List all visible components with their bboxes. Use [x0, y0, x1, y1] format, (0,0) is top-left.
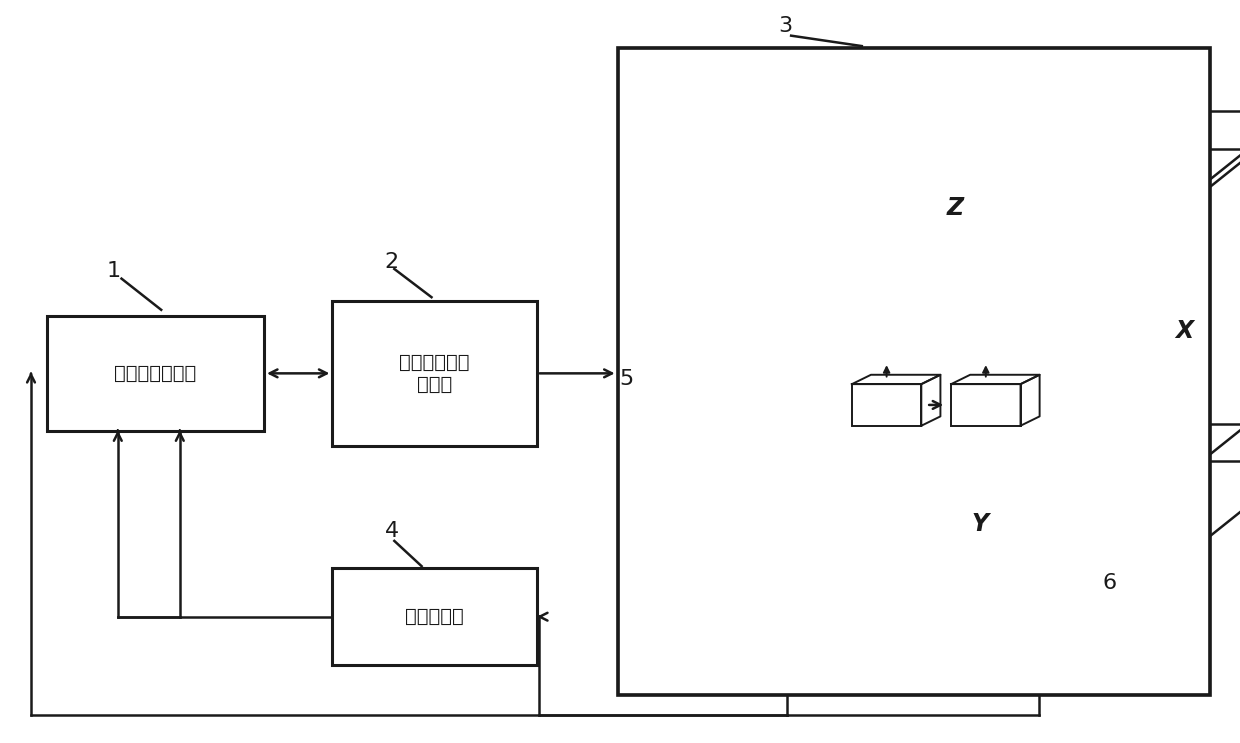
Text: 磁场仿真控制器: 磁场仿真控制器 [114, 364, 197, 383]
Bar [332, 568, 537, 665]
Text: 标准磁力计: 标准磁力计 [405, 607, 464, 626]
Bar [618, 48, 1210, 695]
Text: Z: Z [946, 196, 963, 220]
Bar [47, 316, 264, 431]
Text: Y: Y [971, 512, 988, 536]
Text: 2: 2 [384, 252, 399, 271]
Bar [332, 301, 537, 446]
Text: 6: 6 [1102, 574, 1117, 593]
Text: X: X [1176, 319, 1193, 343]
Text: 三通道高精度
电流源: 三通道高精度 电流源 [399, 353, 470, 394]
Text: 5: 5 [619, 369, 634, 389]
Text: 1: 1 [107, 262, 122, 281]
Text: 3: 3 [777, 16, 792, 36]
Text: 4: 4 [384, 522, 399, 541]
